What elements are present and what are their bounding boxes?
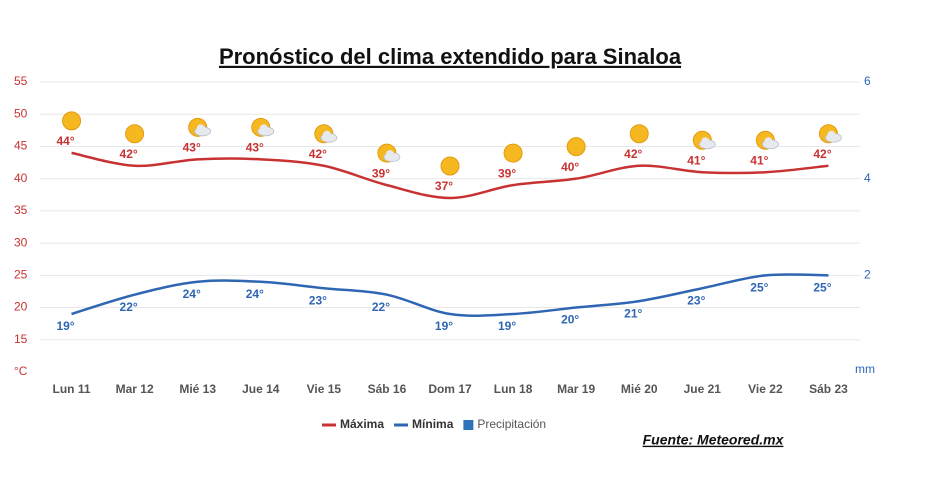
y-tick-label: °C bbox=[14, 364, 28, 378]
data-label: 42° bbox=[120, 147, 138, 161]
weather-icon bbox=[818, 124, 842, 144]
legend-label: Mínima bbox=[412, 417, 454, 431]
y2-tick-label: 4 bbox=[864, 171, 871, 185]
data-label: 39° bbox=[498, 166, 516, 180]
data-label: 20° bbox=[561, 313, 579, 327]
x-tick-label: Mié 13 bbox=[179, 382, 216, 396]
data-label: 41° bbox=[687, 153, 705, 167]
series-line bbox=[71, 273, 829, 317]
weather-icon bbox=[62, 111, 82, 131]
x-tick-label: Mar 19 bbox=[557, 382, 595, 396]
data-label: 42° bbox=[813, 147, 831, 161]
y-tick-label: 55 bbox=[14, 74, 28, 88]
data-label: 41° bbox=[750, 153, 768, 167]
cloud bbox=[259, 124, 268, 133]
cloud bbox=[701, 137, 710, 146]
x-tick-label: Lun 18 bbox=[494, 382, 533, 396]
data-label: 24° bbox=[183, 287, 201, 301]
legend-label: Máxima bbox=[340, 417, 384, 431]
data-label: 24° bbox=[246, 287, 264, 301]
sun bbox=[62, 111, 82, 131]
y-tick-label: 20 bbox=[14, 300, 28, 314]
data-label: 39° bbox=[372, 166, 390, 180]
weather-icon bbox=[503, 143, 523, 163]
data-label: 25° bbox=[813, 281, 831, 295]
sun bbox=[566, 137, 586, 157]
cloud bbox=[385, 150, 394, 159]
y-tick-label: 30 bbox=[14, 235, 28, 249]
data-label: 21° bbox=[624, 306, 642, 320]
x-tick-label: Dom 17 bbox=[428, 382, 472, 396]
weather-icon bbox=[629, 124, 649, 144]
sun bbox=[503, 143, 523, 163]
x-tick-label: Lun 11 bbox=[53, 382, 91, 396]
data-label: 22° bbox=[120, 300, 138, 314]
x-tick-label: Jue 21 bbox=[684, 382, 722, 396]
data-label: 37° bbox=[435, 179, 453, 193]
y-tick-label: 25 bbox=[14, 268, 28, 282]
y-tick-label: 35 bbox=[14, 203, 28, 217]
data-label: 22° bbox=[372, 300, 390, 314]
data-label: 42° bbox=[624, 147, 642, 161]
weather-icon bbox=[692, 130, 716, 150]
cloud bbox=[764, 137, 773, 146]
cloud bbox=[827, 130, 836, 139]
source: Fuente: Meteored.mx bbox=[643, 432, 785, 448]
legend-label: Precipitación bbox=[477, 417, 546, 431]
sun bbox=[440, 156, 460, 176]
weather-icon bbox=[125, 124, 145, 144]
data-label: 23° bbox=[687, 293, 705, 307]
data-label: 43° bbox=[183, 141, 201, 155]
data-label: 25° bbox=[750, 281, 768, 295]
data-label: 19° bbox=[498, 319, 516, 333]
y2-tick-label: 6 bbox=[864, 74, 871, 88]
chart-title: Pronóstico del clima extendido para Sina… bbox=[219, 44, 682, 69]
weather-icon bbox=[440, 156, 460, 176]
weather-icon bbox=[566, 137, 586, 157]
series-line bbox=[71, 151, 829, 200]
y-tick-label: 45 bbox=[14, 139, 28, 153]
x-tick-label: Jue 14 bbox=[242, 382, 280, 396]
data-label: 44° bbox=[56, 134, 74, 148]
sun bbox=[629, 124, 649, 144]
y2-tick-label: mm bbox=[855, 362, 875, 376]
data-label: 43° bbox=[246, 141, 264, 155]
x-tick-label: Mar 12 bbox=[116, 382, 154, 396]
cloud bbox=[322, 130, 331, 139]
weather-icon bbox=[755, 130, 779, 150]
weather-icon bbox=[188, 117, 212, 137]
data-label: 42° bbox=[309, 147, 327, 161]
cloud bbox=[196, 124, 205, 133]
x-tick-label: Sáb 23 bbox=[809, 382, 848, 396]
x-tick-label: Sáb 16 bbox=[368, 382, 407, 396]
x-tick-label: Vie 15 bbox=[307, 382, 342, 396]
weather-icon bbox=[314, 124, 338, 144]
sun bbox=[125, 124, 145, 144]
y-tick-label: 15 bbox=[14, 332, 28, 346]
y-tick-label: 50 bbox=[14, 106, 28, 120]
x-tick-label: Mié 20 bbox=[621, 382, 658, 396]
data-label: 40° bbox=[561, 160, 579, 174]
weather-icon bbox=[377, 143, 401, 163]
data-label: 23° bbox=[309, 293, 327, 307]
data-label: 19° bbox=[435, 319, 453, 333]
legend-swatch bbox=[463, 420, 474, 430]
weather-icon bbox=[251, 117, 275, 137]
y-tick-label: 40 bbox=[14, 171, 28, 185]
y2-tick-label: 2 bbox=[864, 268, 871, 282]
x-tick-label: Vie 22 bbox=[748, 382, 783, 396]
data-label: 19° bbox=[56, 319, 74, 333]
